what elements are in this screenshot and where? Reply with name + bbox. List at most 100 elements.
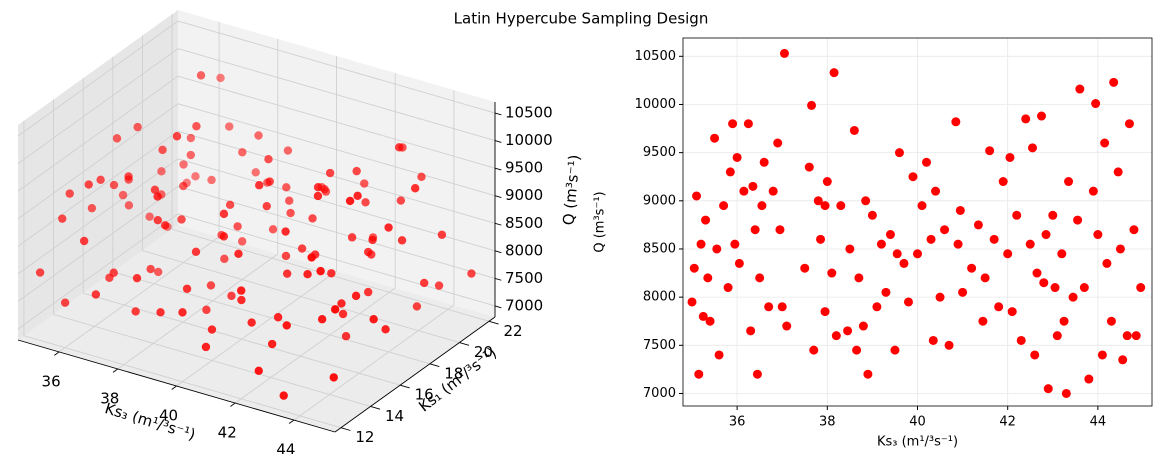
point: [227, 291, 236, 301]
point: [714, 350, 724, 360]
point: [858, 321, 868, 331]
point: [247, 318, 256, 327]
point: [329, 373, 338, 382]
point: [748, 181, 758, 191]
point: [1027, 143, 1037, 153]
point: [863, 369, 873, 379]
plot-frame: [682, 37, 1153, 407]
y-axis-label: Q (m³s⁻¹): [593, 191, 608, 252]
point: [283, 146, 293, 155]
point: [836, 201, 846, 211]
point: [1021, 114, 1031, 124]
point: [978, 316, 988, 326]
grid-line: [17, 75, 179, 192]
x-tick-label: 38: [100, 389, 119, 407]
point: [899, 258, 909, 268]
point: [1039, 278, 1049, 288]
point: [131, 307, 140, 316]
point: [191, 247, 201, 257]
tick-mark: [230, 402, 236, 407]
point: [958, 287, 968, 297]
point: [822, 177, 832, 187]
point: [179, 181, 188, 191]
point: [955, 205, 965, 215]
tick-mark: [494, 140, 502, 143]
grid-line: [177, 20, 496, 114]
tick-mark: [494, 112, 502, 116]
point: [412, 302, 422, 311]
x-tick-label: 36: [42, 372, 61, 390]
point: [849, 125, 859, 135]
point: [153, 215, 163, 225]
point: [368, 235, 377, 245]
grid-line: [17, 130, 179, 247]
point: [928, 335, 938, 345]
point: [363, 287, 373, 297]
point: [782, 321, 792, 331]
point: [1005, 152, 1015, 162]
point: [1118, 355, 1128, 365]
point: [1043, 384, 1053, 394]
point: [237, 295, 246, 305]
x-axis-label: Ks₃ (m¹/³s⁻¹): [103, 399, 198, 444]
point: [872, 302, 882, 312]
point: [1064, 177, 1074, 187]
side-pane: [18, 10, 178, 340]
point: [1100, 138, 1110, 148]
z-tick-label: 10500: [505, 104, 553, 122]
point: [112, 134, 122, 143]
point: [282, 321, 291, 330]
point: [216, 73, 225, 83]
grid-line: [117, 253, 279, 370]
point: [743, 119, 753, 129]
point: [330, 305, 340, 314]
y-tick-label: 9500: [643, 145, 676, 160]
grid-line: [234, 287, 396, 404]
point: [759, 157, 769, 167]
point: [150, 185, 160, 195]
point: [347, 233, 357, 242]
point: [132, 273, 142, 283]
point: [262, 201, 271, 211]
point: [268, 225, 278, 234]
point: [746, 326, 756, 336]
point: [723, 283, 733, 293]
point: [313, 182, 323, 192]
tick-mark: [112, 368, 119, 373]
point: [1131, 331, 1141, 341]
point: [1091, 99, 1101, 109]
point: [58, 214, 67, 223]
point: [345, 196, 355, 206]
point: [845, 244, 855, 254]
point: [286, 208, 295, 218]
y-tick-label: 7000: [643, 386, 676, 401]
grid-line: [53, 314, 371, 407]
point: [820, 307, 830, 317]
point: [282, 269, 292, 278]
point: [813, 196, 823, 206]
y-axis-line: [334, 316, 496, 433]
point: [827, 268, 837, 278]
point: [1061, 388, 1071, 398]
y-tick-label: 10500: [635, 49, 676, 64]
point: [701, 215, 711, 225]
point: [739, 186, 749, 196]
point: [35, 268, 45, 277]
point: [145, 212, 154, 221]
y-tick-label: 9000: [643, 193, 676, 208]
point: [1129, 225, 1139, 235]
point: [191, 172, 200, 181]
grid-line: [177, 75, 496, 169]
point: [694, 369, 704, 379]
grid-line: [112, 271, 430, 365]
grid-line: [177, 48, 496, 142]
point: [687, 297, 697, 307]
point: [973, 220, 983, 230]
point: [109, 180, 119, 190]
point: [730, 239, 740, 249]
point: [994, 302, 1004, 312]
point: [831, 331, 841, 341]
point: [917, 201, 927, 211]
point: [725, 167, 735, 177]
point: [118, 190, 128, 200]
